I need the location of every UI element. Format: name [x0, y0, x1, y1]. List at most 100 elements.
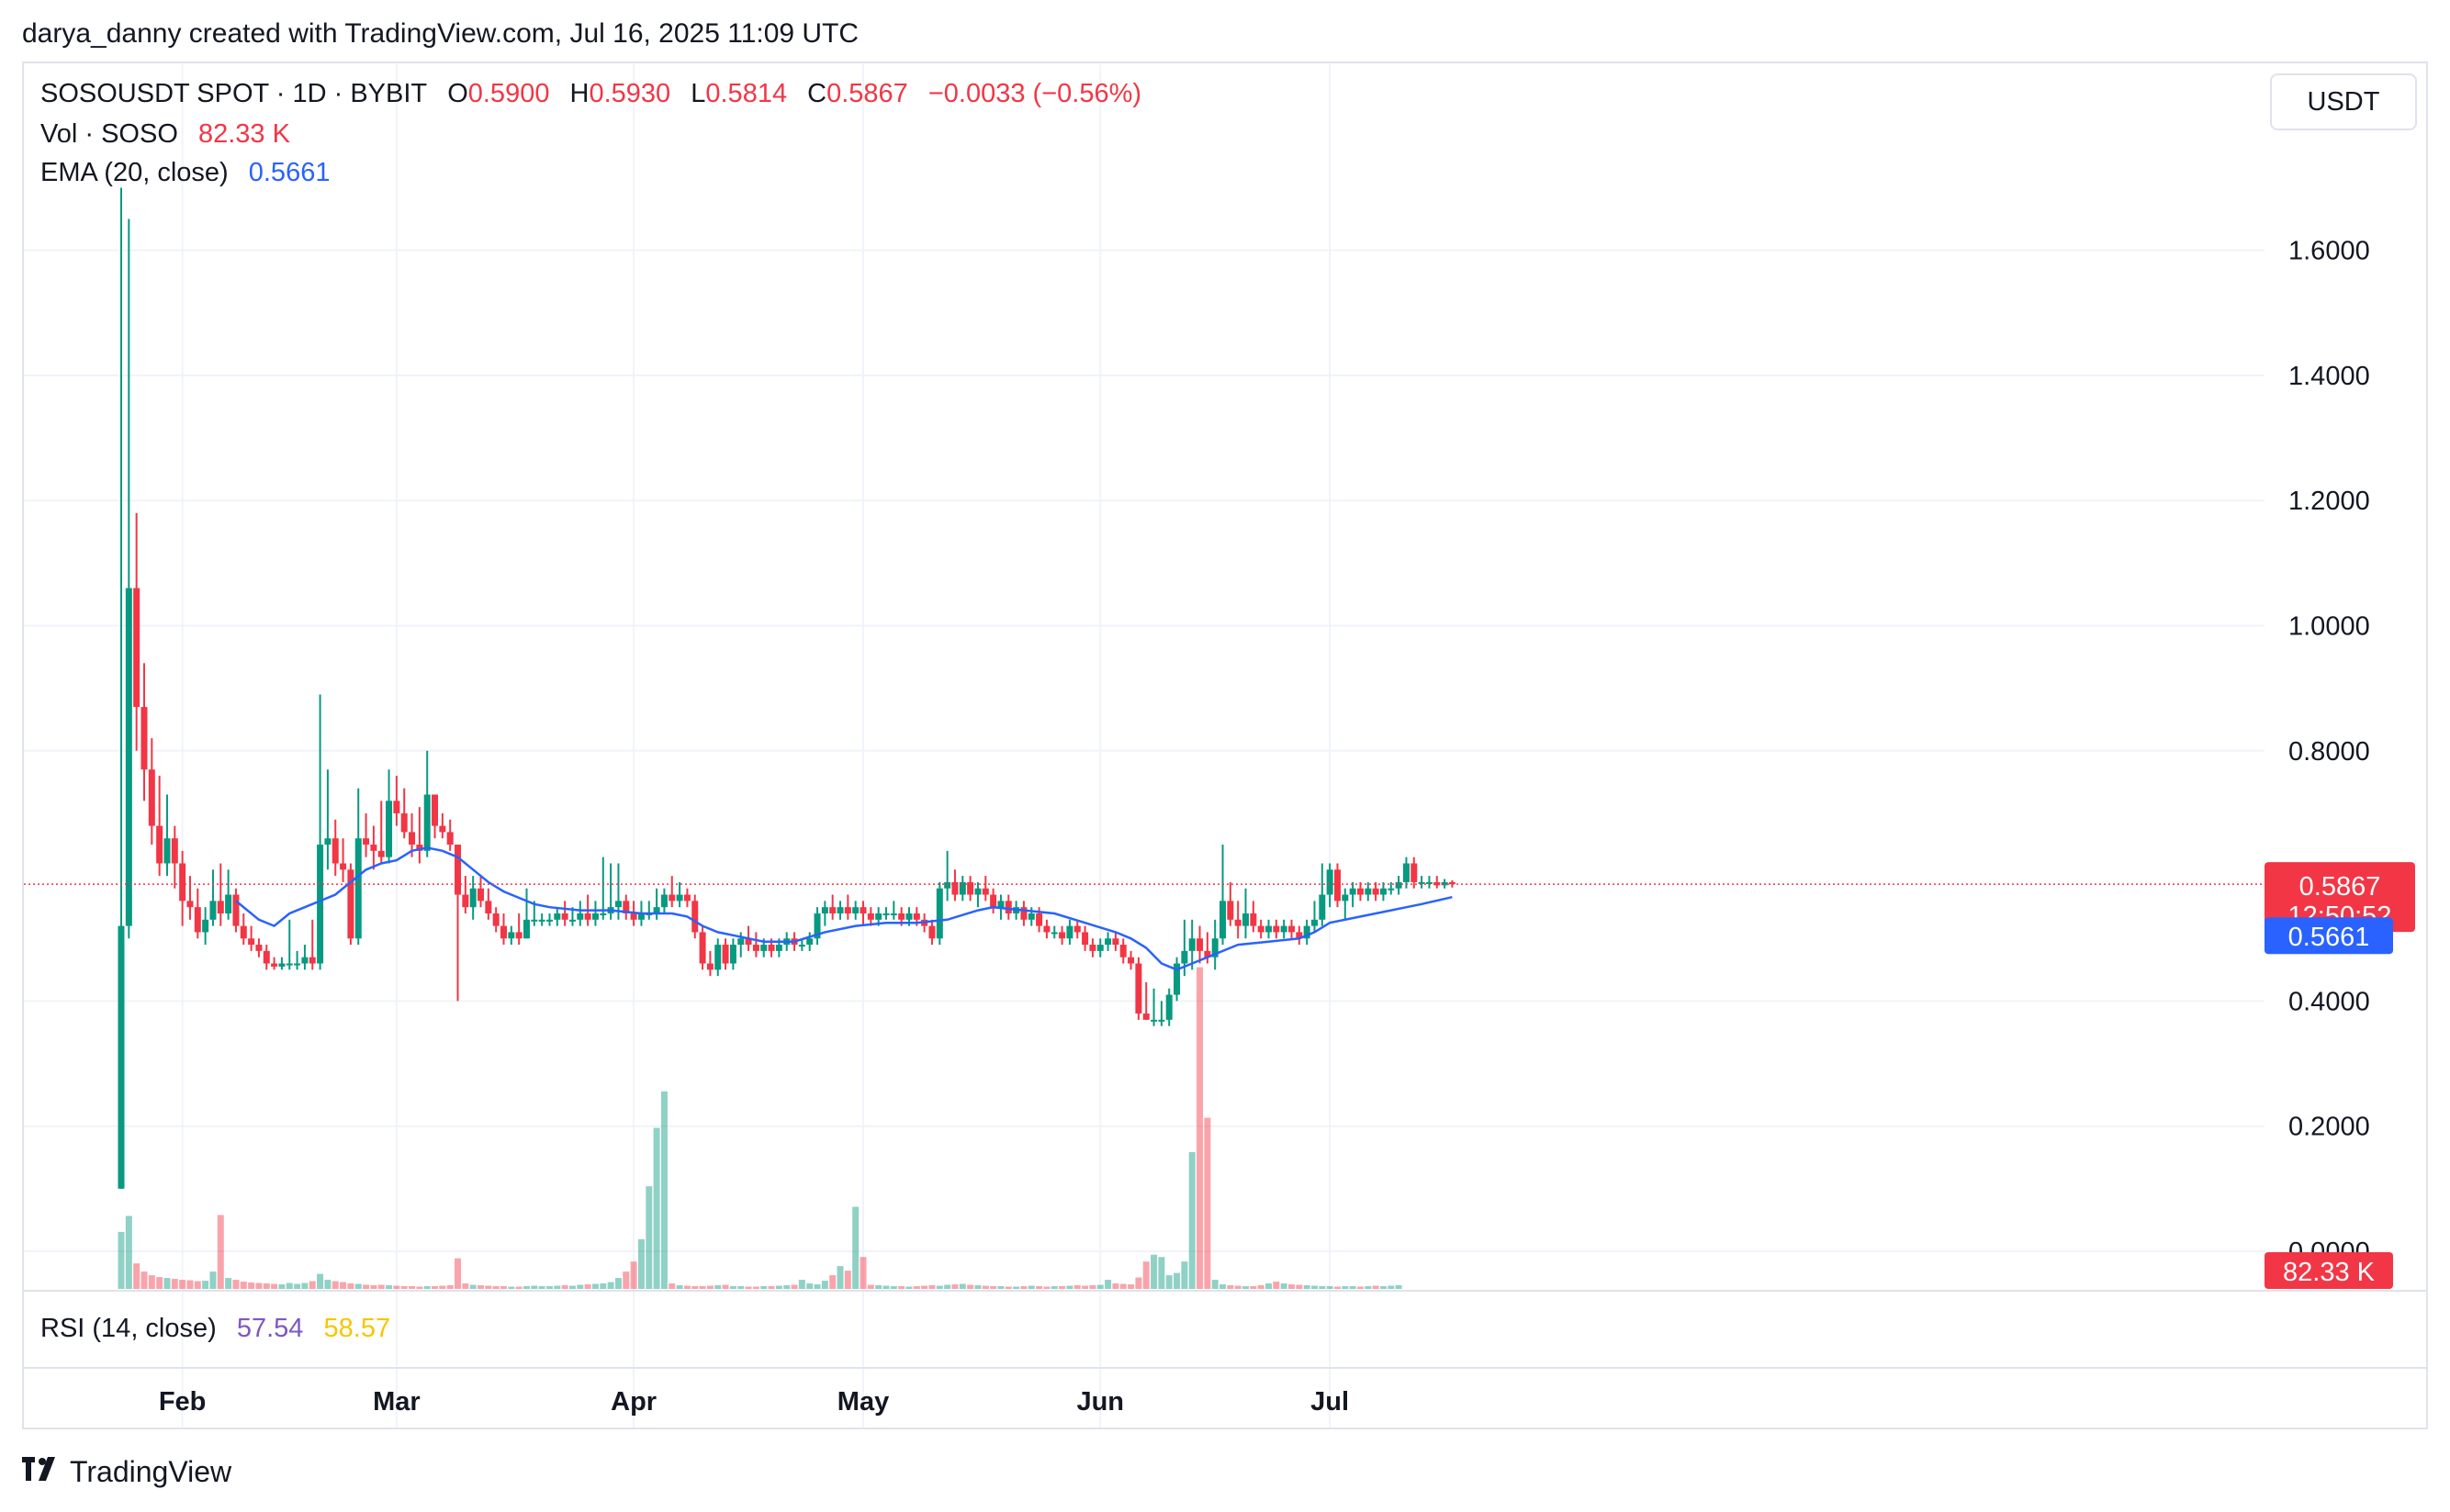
- candle-body[interactable]: [1005, 901, 1012, 913]
- volume-bar[interactable]: [1273, 1282, 1280, 1289]
- candle-body[interactable]: [637, 913, 645, 920]
- candle-body[interactable]: [1379, 888, 1387, 895]
- candle-body[interactable]: [1349, 888, 1356, 895]
- volume-bar[interactable]: [775, 1285, 782, 1289]
- candle-body[interactable]: [768, 945, 775, 951]
- candle-body[interactable]: [1219, 901, 1227, 939]
- candle-body[interactable]: [286, 963, 293, 966]
- candle-body[interactable]: [393, 801, 400, 813]
- volume-bar[interactable]: [286, 1282, 293, 1289]
- candle-body[interactable]: [179, 863, 186, 902]
- volume-bar[interactable]: [760, 1286, 768, 1289]
- volume-bar[interactable]: [1066, 1285, 1073, 1289]
- candle-body[interactable]: [890, 913, 897, 915]
- volume-bar[interactable]: [508, 1286, 515, 1289]
- volume-badge[interactable]: [2265, 1252, 2393, 1289]
- candle-body[interactable]: [363, 838, 370, 846]
- volume-bar[interactable]: [1051, 1286, 1058, 1289]
- volume-bar[interactable]: [1188, 1151, 1196, 1289]
- candle-body[interactable]: [898, 913, 905, 920]
- volume-bar[interactable]: [1356, 1286, 1364, 1289]
- candle-body[interactable]: [614, 901, 622, 908]
- ema-badge[interactable]: [2265, 917, 2393, 955]
- candle-body[interactable]: [722, 945, 729, 964]
- volume-bar[interactable]: [568, 1285, 576, 1289]
- volume-bar[interactable]: [332, 1281, 339, 1289]
- candle-body[interactable]: [1418, 881, 1425, 884]
- candle-body[interactable]: [133, 588, 140, 708]
- candle-body[interactable]: [140, 707, 148, 770]
- candle-body[interactable]: [1151, 1019, 1158, 1022]
- candle-body[interactable]: [248, 938, 255, 946]
- candle-body[interactable]: [568, 919, 576, 922]
- candle-body[interactable]: [271, 963, 278, 967]
- candle-body[interactable]: [867, 913, 874, 920]
- candle-body[interactable]: [1433, 881, 1441, 886]
- candle-body[interactable]: [1388, 888, 1395, 890]
- candle-body[interactable]: [630, 913, 637, 920]
- candle-body[interactable]: [1441, 881, 1448, 886]
- candle-body[interactable]: [584, 913, 591, 920]
- volume-bar[interactable]: [982, 1285, 989, 1289]
- volume-bar[interactable]: [186, 1280, 194, 1289]
- candle-body[interactable]: [1181, 950, 1188, 964]
- candle-body[interactable]: [1310, 919, 1318, 926]
- volume-bar[interactable]: [600, 1283, 607, 1289]
- candle-body[interactable]: [370, 845, 377, 851]
- volume-bar[interactable]: [255, 1282, 263, 1289]
- volume-bar[interactable]: [416, 1286, 423, 1289]
- candle-body[interactable]: [1020, 907, 1028, 920]
- candle-body[interactable]: [1402, 863, 1410, 882]
- volume-bar[interactable]: [837, 1266, 844, 1289]
- candle-body[interactable]: [944, 881, 951, 889]
- volume-bar[interactable]: [584, 1284, 591, 1289]
- volume-bar[interactable]: [1204, 1117, 1211, 1289]
- volume-bar[interactable]: [660, 1091, 668, 1289]
- candle-body[interactable]: [974, 888, 982, 895]
- volume-bar[interactable]: [1089, 1285, 1096, 1289]
- volume-bar[interactable]: [515, 1286, 523, 1289]
- volume-bar[interactable]: [386, 1285, 393, 1289]
- volume-bar[interactable]: [1135, 1277, 1142, 1289]
- candle-body[interactable]: [455, 845, 462, 895]
- candle-body[interactable]: [1043, 925, 1051, 933]
- volume-bar[interactable]: [363, 1284, 370, 1289]
- volume-bar[interactable]: [1165, 1275, 1173, 1289]
- candle-body[interactable]: [936, 888, 943, 939]
- volume-bar[interactable]: [278, 1284, 286, 1289]
- candle-body[interactable]: [1356, 888, 1364, 895]
- volume-bar[interactable]: [240, 1282, 247, 1289]
- volume-bar[interactable]: [478, 1285, 485, 1289]
- candle-body[interactable]: [1188, 938, 1196, 951]
- candle-body[interactable]: [737, 938, 745, 946]
- volume-bar[interactable]: [370, 1285, 377, 1289]
- volume-bar[interactable]: [814, 1284, 821, 1289]
- volume-bar[interactable]: [623, 1271, 630, 1289]
- candle-body[interactable]: [1242, 913, 1250, 926]
- volume-bar[interactable]: [577, 1284, 584, 1289]
- candle-body[interactable]: [538, 919, 545, 922]
- volume-bar[interactable]: [1379, 1286, 1387, 1289]
- volume-bar[interactable]: [1036, 1286, 1043, 1289]
- candle-body[interactable]: [1211, 938, 1219, 958]
- volume-bar[interactable]: [1242, 1286, 1250, 1289]
- volume-bar[interactable]: [1234, 1285, 1242, 1289]
- candle-body[interactable]: [263, 950, 270, 964]
- volume-bar[interactable]: [722, 1284, 729, 1289]
- volume-bar[interactable]: [967, 1284, 974, 1289]
- volume-bar[interactable]: [752, 1286, 759, 1289]
- volume-bar[interactable]: [1287, 1284, 1295, 1289]
- volume-bar[interactable]: [309, 1281, 316, 1289]
- candle-body[interactable]: [386, 801, 393, 857]
- candle-body[interactable]: [1448, 881, 1455, 885]
- candle-body[interactable]: [752, 945, 759, 951]
- volume-bar[interactable]: [974, 1285, 982, 1289]
- volume-bar[interactable]: [263, 1283, 270, 1289]
- candle-body[interactable]: [798, 945, 805, 947]
- candle-body[interactable]: [125, 588, 132, 926]
- volume-bar[interactable]: [1265, 1283, 1272, 1289]
- volume-bar[interactable]: [1342, 1286, 1349, 1289]
- volume-bar[interactable]: [545, 1286, 553, 1289]
- volume-bar[interactable]: [531, 1285, 538, 1289]
- volume-bar[interactable]: [860, 1257, 867, 1289]
